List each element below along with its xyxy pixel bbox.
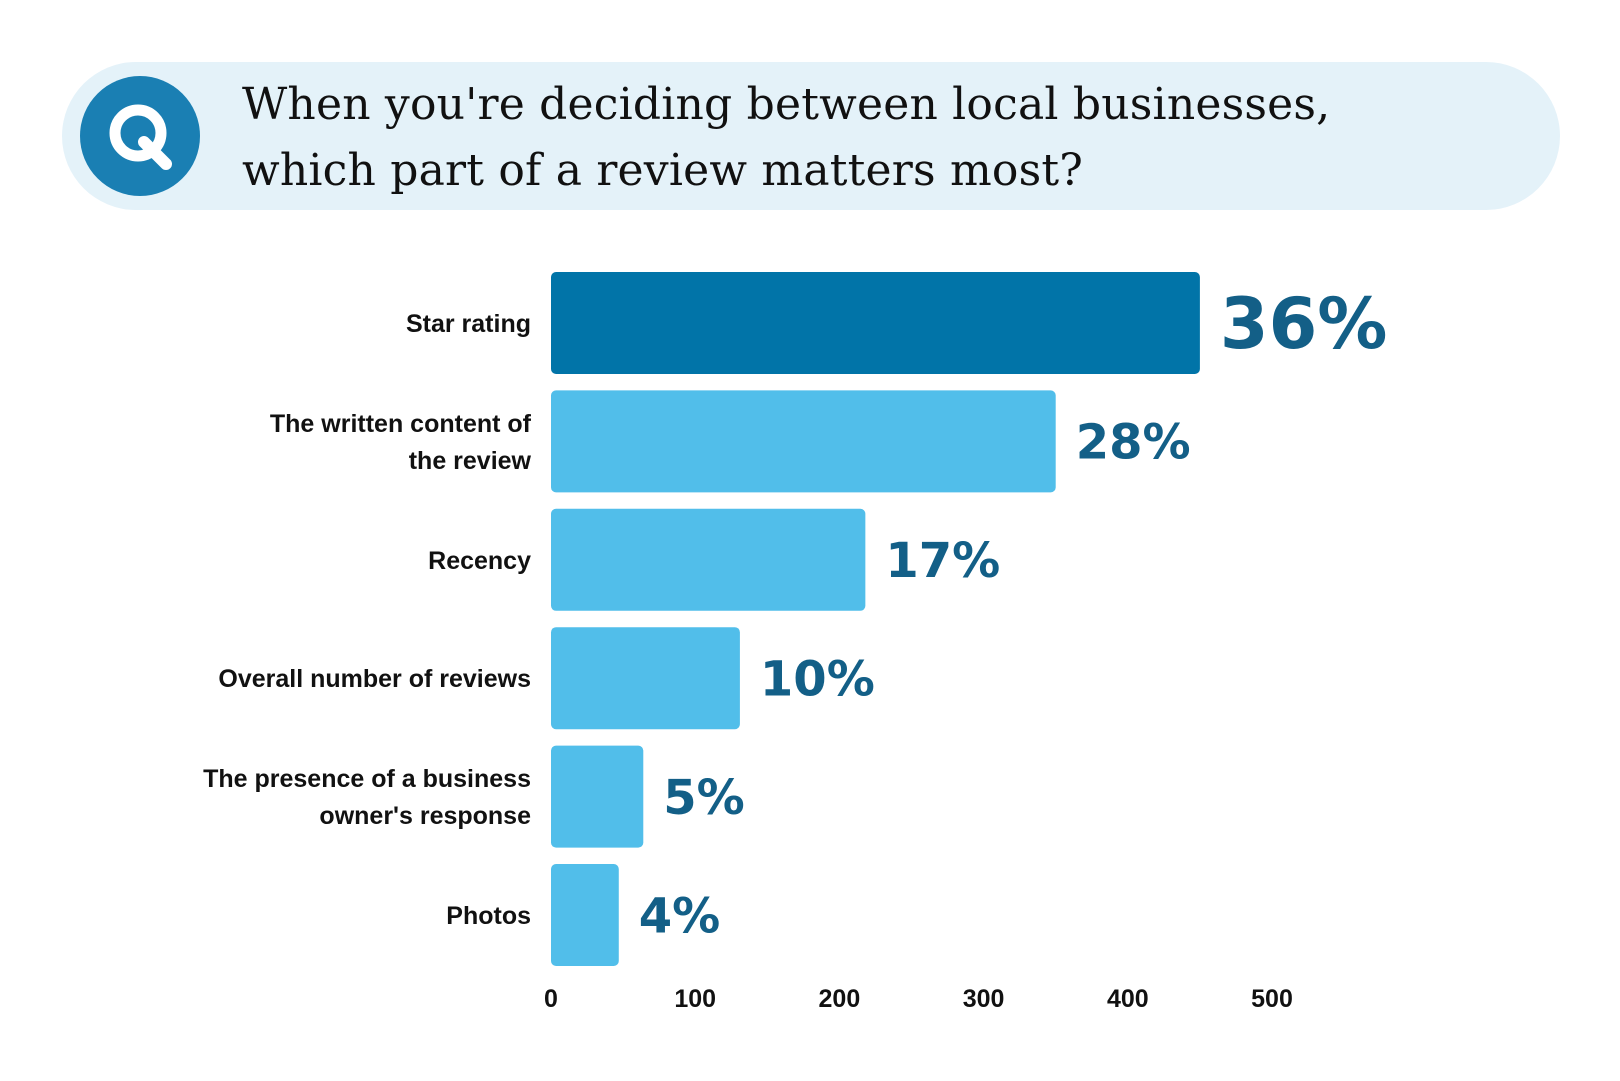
- category-label: The written content of: [270, 410, 532, 438]
- question-line-1: When you're deciding between local busin…: [242, 79, 1331, 130]
- data-label: 36%: [1220, 283, 1388, 365]
- category-label: Recency: [428, 547, 531, 575]
- x-tick-label: 200: [819, 985, 861, 1013]
- category-label: The presence of a business: [203, 765, 531, 793]
- q-letter-icon: [109, 104, 172, 170]
- category-label: Overall number of reviews: [218, 665, 531, 693]
- category-label: owner's response: [319, 802, 531, 830]
- x-tick-label: 300: [963, 985, 1005, 1013]
- question-line-2: which part of a review matters most?: [242, 145, 1084, 196]
- category-label: Photos: [446, 902, 531, 930]
- data-label: 10%: [760, 651, 875, 707]
- bar: [551, 745, 644, 848]
- x-tick-label: 500: [1251, 985, 1293, 1013]
- question-banner: When you're deciding between local busin…: [62, 62, 1560, 210]
- bar: [551, 627, 740, 730]
- bar: [551, 864, 619, 966]
- bar: [551, 390, 1056, 493]
- bar: [551, 272, 1200, 374]
- question-badge: [80, 76, 200, 196]
- x-tick-label: 100: [674, 985, 716, 1013]
- data-label: 28%: [1076, 415, 1191, 471]
- category-label: the review: [409, 447, 532, 475]
- category-label: Star rating: [406, 310, 531, 338]
- bar: [551, 508, 866, 611]
- question-title: When you're deciding between local busin…: [242, 72, 1502, 204]
- data-label: 5%: [663, 770, 745, 826]
- data-label: 17%: [885, 533, 1000, 589]
- data-label: 4%: [639, 888, 721, 944]
- x-tick-label: 0: [544, 985, 558, 1013]
- x-tick-label: 400: [1107, 985, 1149, 1013]
